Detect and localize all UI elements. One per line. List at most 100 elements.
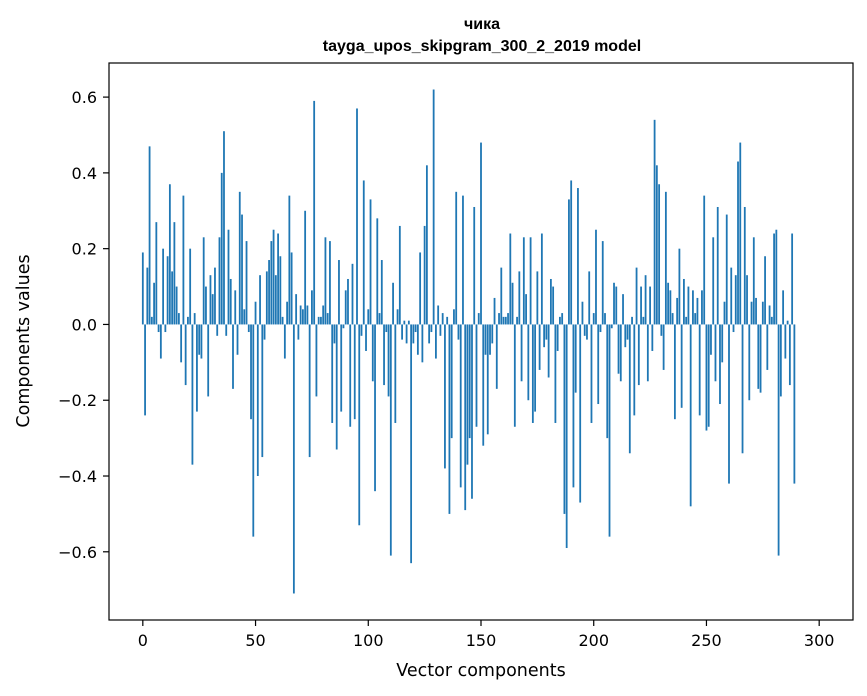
y-tick-label: 0.6 <box>72 88 97 107</box>
bar <box>552 286 555 325</box>
bar <box>719 324 721 405</box>
bar <box>338 260 340 325</box>
bar <box>712 237 715 325</box>
bar <box>554 324 557 423</box>
bar <box>574 324 577 393</box>
bar <box>741 324 744 454</box>
x-tick-label: 200 <box>578 631 609 650</box>
chart-subtitle: tayga_upos_skipgram_300_2_2019 model <box>323 38 641 55</box>
bar <box>277 233 279 325</box>
bar <box>725 214 728 325</box>
bar <box>658 184 661 325</box>
chart-title: чика <box>464 16 500 33</box>
bar <box>608 324 611 537</box>
bar <box>572 324 575 488</box>
bar <box>297 324 300 340</box>
bar <box>254 301 257 325</box>
bar <box>570 180 573 325</box>
bar <box>256 324 259 477</box>
bar <box>182 195 185 325</box>
bar <box>392 282 394 325</box>
bar <box>748 324 751 401</box>
x-tick-label: 50 <box>245 631 265 650</box>
bar <box>788 324 791 386</box>
bar <box>615 286 618 325</box>
bar <box>730 267 733 325</box>
bar <box>234 290 237 325</box>
bar <box>317 316 320 325</box>
bar <box>534 324 537 412</box>
bar <box>732 324 735 333</box>
bar <box>439 324 442 336</box>
bar <box>214 267 216 325</box>
bar <box>311 290 313 325</box>
bar <box>218 237 221 325</box>
bar <box>245 241 248 325</box>
bar <box>588 271 591 325</box>
bar <box>529 237 532 325</box>
bar <box>518 271 521 325</box>
bar <box>200 324 203 359</box>
bar <box>752 237 755 325</box>
bar <box>168 184 171 325</box>
bar <box>387 324 390 397</box>
bar <box>286 301 289 325</box>
bar <box>509 233 512 325</box>
bar <box>457 324 460 340</box>
bar <box>164 324 167 333</box>
bar <box>376 218 379 325</box>
bar <box>662 324 665 370</box>
bar <box>187 316 189 325</box>
bar <box>617 324 620 374</box>
bar <box>613 282 615 325</box>
bar <box>464 324 467 511</box>
bar <box>768 305 771 325</box>
bar <box>764 256 766 325</box>
bar <box>241 214 243 325</box>
bar <box>306 305 309 325</box>
bar <box>229 278 232 325</box>
bar <box>333 324 336 344</box>
bar <box>144 324 146 416</box>
bar <box>489 324 491 355</box>
bar <box>642 316 645 325</box>
bar <box>714 324 717 382</box>
bar <box>407 320 410 325</box>
bar <box>586 324 588 340</box>
bar <box>419 252 422 325</box>
bar <box>604 313 606 325</box>
bar <box>705 324 708 431</box>
bar <box>649 286 651 325</box>
bar <box>444 324 446 469</box>
bar <box>468 324 471 439</box>
bar <box>340 324 343 412</box>
bar <box>646 324 649 382</box>
bar <box>761 301 764 325</box>
bar <box>689 324 692 507</box>
bar <box>414 324 417 333</box>
bar <box>180 324 183 363</box>
bar <box>766 324 769 370</box>
bar <box>216 324 219 336</box>
bar <box>380 260 383 325</box>
bar <box>146 267 149 325</box>
bar <box>435 324 437 359</box>
bar <box>455 191 458 325</box>
bar <box>628 324 631 454</box>
bar <box>261 324 264 458</box>
bar <box>173 222 176 325</box>
bar <box>522 237 525 325</box>
bar <box>315 324 318 397</box>
bar <box>394 324 397 423</box>
bar <box>583 324 586 336</box>
bar <box>710 324 712 355</box>
bar <box>371 324 374 382</box>
bar <box>466 324 469 465</box>
x-axis-label: Vector components <box>396 661 565 681</box>
y-axis-ticks: −0.6 −0.4 −0.2 0.0 0.2 0.4 0.6 <box>58 88 109 562</box>
bar <box>453 309 455 325</box>
bar <box>335 324 338 450</box>
bar <box>531 324 534 423</box>
bar <box>782 290 785 325</box>
bar <box>150 316 153 325</box>
